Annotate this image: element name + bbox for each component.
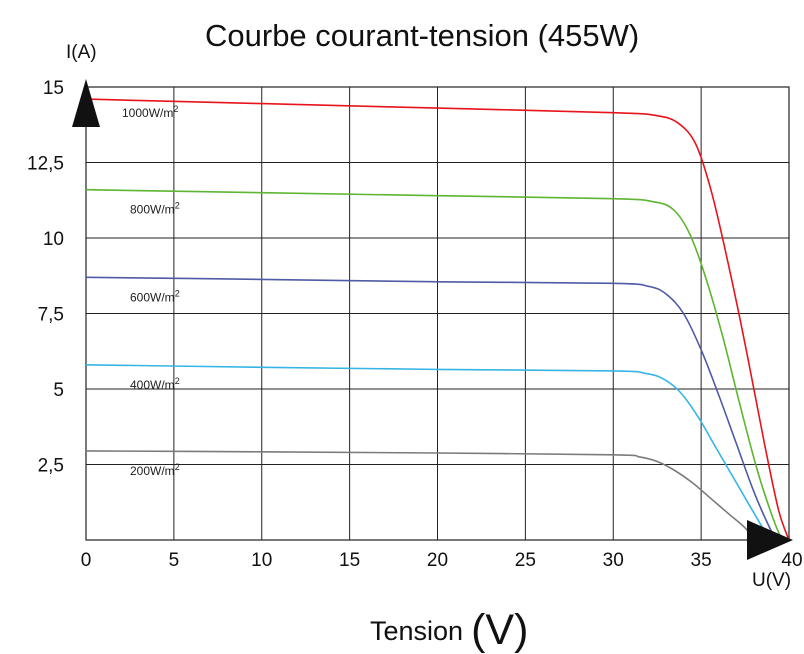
x-tick-label: 40 — [781, 550, 802, 571]
x-tick-label: 5 — [169, 550, 180, 571]
series-line-2 — [85, 276, 778, 541]
grid — [85, 86, 790, 541]
x-tick-label: 15 — [339, 550, 360, 571]
y-tick-label: 15 — [43, 78, 64, 99]
x-tick-label: 35 — [691, 550, 712, 571]
x-tick-label: 10 — [251, 550, 272, 571]
x-tick-label: 0 — [81, 550, 92, 571]
series-line-3 — [85, 364, 771, 541]
y-axis-label: I(A) — [66, 42, 97, 63]
series-label-superscript: 2 — [175, 201, 180, 211]
series-label-4: 200W/m2 — [130, 462, 180, 478]
x-axis-label: Tension (V) — [370, 602, 529, 654]
series-label-superscript: 2 — [173, 104, 178, 114]
y-axis-arrow — [72, 79, 100, 127]
x-axis-arrow — [747, 520, 793, 560]
series-label-superscript: 2 — [175, 376, 180, 386]
x-axis-label-text: Tension — [370, 616, 464, 646]
y-tick-label: 7,5 — [38, 305, 64, 326]
x-tick-label: 20 — [427, 550, 448, 571]
x-axis-label-unit: (V) — [471, 606, 529, 654]
tick-labels: 15 12,5 10 7,5 5 2,5 0 5 10 15 20 25 30 35 40 — [27, 78, 803, 571]
x-tick-label: 30 — [603, 550, 624, 571]
series-line-1 — [85, 188, 783, 541]
series-labels: 1000W/m2 800W/m2 600W/m2 400W/m2 200W/m2 — [122, 104, 180, 478]
series-label-0: 1000W/m2 — [122, 104, 178, 120]
y-tick-label: 2,5 — [38, 456, 64, 477]
x-axis-unit-label: U(V) — [752, 570, 792, 591]
y-tick-label: 5 — [53, 380, 64, 401]
series-label-superscript: 2 — [175, 288, 180, 298]
series-line-0 — [85, 98, 790, 541]
series-group — [85, 98, 790, 541]
y-tick-label: 12,5 — [27, 154, 64, 175]
x-tick-label: 25 — [515, 550, 536, 571]
axes — [72, 79, 793, 560]
y-tick-label: 10 — [43, 229, 64, 250]
series-label-1: 800W/m2 — [130, 201, 180, 217]
series-label-superscript: 2 — [175, 462, 180, 472]
chart-title: Courbe courant-tension (455W) — [205, 18, 640, 53]
series-label-3: 400W/m2 — [130, 376, 180, 392]
series-line-4 — [85, 450, 755, 541]
series-label-2: 600W/m2 — [130, 288, 180, 304]
